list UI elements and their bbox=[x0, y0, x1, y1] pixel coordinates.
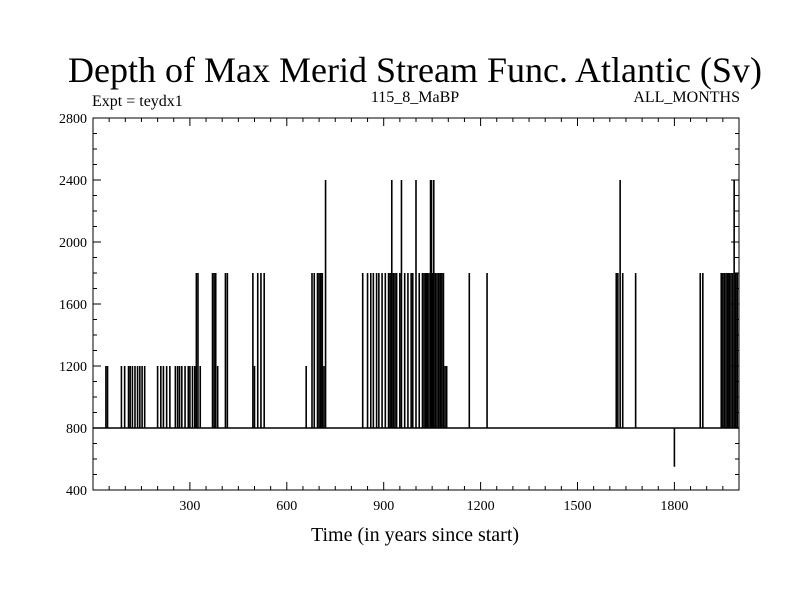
x-axis-ticks: 300 600 900 1200 1500 1800 bbox=[108, 118, 724, 514]
plot-frame bbox=[92, 117, 740, 491]
subtitle-right: ALL_MONTHS bbox=[633, 89, 740, 106]
y-tick-label: 2400 bbox=[59, 174, 87, 189]
x-tick-label: 1200 bbox=[467, 499, 495, 514]
y-tick-label: 2000 bbox=[59, 236, 87, 251]
y-tick-label: 2800 bbox=[59, 112, 87, 127]
y-tick-label: 400 bbox=[66, 484, 87, 499]
subtitle-center: 115_8_MaBP bbox=[371, 89, 459, 106]
chart-title: Depth of Max Merid Stream Func. Atlantic… bbox=[68, 50, 762, 90]
y-tick-label: 1600 bbox=[59, 298, 87, 313]
subtitle-left: Expt = teydx1 bbox=[92, 93, 183, 110]
x-tick-label: 300 bbox=[179, 499, 200, 514]
x-axis-label: Time (in years since start) bbox=[311, 524, 519, 546]
x-tick-label: 1500 bbox=[564, 499, 592, 514]
x-tick-label: 900 bbox=[373, 499, 394, 514]
y-tick-label: 800 bbox=[66, 422, 87, 437]
plot-data bbox=[93, 180, 739, 467]
y-tick-label: 1200 bbox=[59, 360, 87, 375]
y-axis-ticks: 400 800 1200 1600 2000 2400 2800 bbox=[59, 112, 739, 499]
x-tick-label: 1800 bbox=[660, 499, 688, 514]
x-tick-label: 600 bbox=[276, 499, 297, 514]
